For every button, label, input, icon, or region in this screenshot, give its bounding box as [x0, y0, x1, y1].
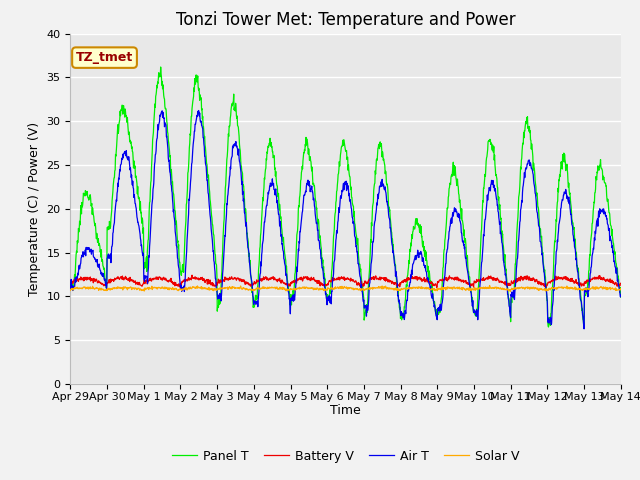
- Solar V: [486, 283, 493, 288]
- Air T: [580, 326, 588, 332]
- Text: TZ_tmet: TZ_tmet: [76, 51, 133, 64]
- Battery V: [504, 283, 511, 289]
- Solar V: [504, 286, 511, 292]
- Air T: [504, 284, 511, 289]
- Line: Battery V: Battery V: [70, 275, 621, 288]
- Air T: [552, 261, 559, 266]
- Battery V: [431, 281, 439, 287]
- Solar V: [189, 285, 196, 290]
- Y-axis label: Temperature (C) / Power (V): Temperature (C) / Power (V): [28, 122, 41, 296]
- Panel T: [251, 299, 259, 305]
- Battery V: [175, 281, 183, 287]
- Battery V: [617, 280, 625, 286]
- Panel T: [67, 283, 74, 289]
- Battery V: [188, 272, 196, 278]
- Panel T: [552, 216, 560, 222]
- Panel T: [617, 294, 625, 300]
- Solar V: [431, 287, 439, 292]
- X-axis label: Time: Time: [330, 405, 361, 418]
- Panel T: [157, 64, 164, 70]
- Air T: [67, 284, 74, 290]
- Line: Panel T: Panel T: [70, 67, 621, 327]
- Air T: [189, 146, 196, 152]
- Solar V: [552, 286, 560, 292]
- Panel T: [431, 308, 439, 313]
- Air T: [175, 273, 183, 279]
- Title: Tonzi Tower Met: Temperature and Power: Tonzi Tower Met: Temperature and Power: [176, 11, 515, 29]
- Solar V: [617, 286, 625, 291]
- Panel T: [189, 96, 197, 102]
- Battery V: [552, 277, 560, 283]
- Panel T: [545, 324, 552, 330]
- Legend: Panel T, Battery V, Air T, Solar V: Panel T, Battery V, Air T, Solar V: [166, 444, 525, 468]
- Panel T: [504, 284, 511, 290]
- Solar V: [250, 287, 258, 293]
- Solar V: [175, 286, 183, 292]
- Battery V: [189, 276, 197, 281]
- Solar V: [506, 288, 514, 294]
- Air T: [251, 300, 259, 306]
- Battery V: [433, 285, 441, 290]
- Air T: [617, 292, 625, 298]
- Line: Air T: Air T: [70, 110, 621, 329]
- Air T: [431, 307, 439, 313]
- Battery V: [67, 280, 74, 286]
- Panel T: [176, 259, 184, 265]
- Air T: [195, 108, 202, 113]
- Battery V: [251, 280, 259, 286]
- Line: Solar V: Solar V: [70, 286, 621, 291]
- Solar V: [67, 288, 74, 293]
